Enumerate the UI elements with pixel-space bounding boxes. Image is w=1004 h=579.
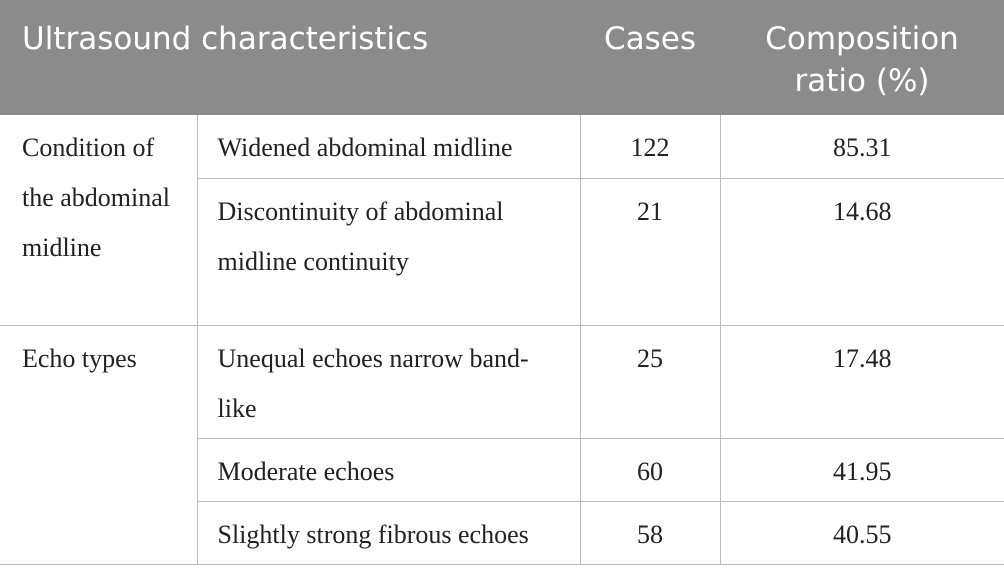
cases-cell: 60 — [579, 438, 721, 502]
header-cell: Composition ratio (%) — [720, 0, 1004, 115]
ratio-cell: 17.48 — [719, 325, 1004, 439]
table-row: Discontinuity of abdominal midline conti… — [0, 178, 1004, 326]
table-row: Slightly strong fibrous echoes 58 40.55 — [0, 501, 1004, 565]
item-cell: Widened abdominal midline — [196, 115, 581, 179]
table-body: Condition of the abdominal midline Widene… — [0, 115, 1004, 565]
item-cell: Discontinuity of abdominal midline conti… — [196, 178, 581, 326]
ratio-cell: 14.68 — [719, 178, 1004, 326]
header-cell: Ultrasound characteristics — [0, 0, 581, 115]
item-cell: Slightly strong fibrous echoes — [196, 501, 581, 565]
cases-cell: 21 — [579, 178, 721, 326]
cases-cell: 58 — [579, 501, 721, 565]
item-cell: Unequal echoes narrow band-like — [196, 325, 581, 439]
table-row: Condition of the abdominal midline Widene… — [0, 115, 1004, 326]
group-label: Echo types — [0, 325, 197, 565]
header-row: Ultrasound characteristics Cases Composi… — [0, 0, 1004, 115]
cases-cell: 25 — [579, 325, 721, 439]
data-table: Ultrasound characteristics Cases Composi… — [0, 0, 1004, 565]
table-row: Echo types Unequal echoes narrow band-lik… — [0, 325, 1004, 565]
item-cell: Moderate echoes — [196, 438, 581, 502]
ratio-cell: 41.95 — [719, 438, 1004, 502]
ratio-cell: 85.31 — [719, 115, 1004, 179]
table-row: Moderate echoes 60 41.95 — [0, 438, 1004, 502]
group-label: Condition of the abdominal midline — [0, 115, 197, 326]
header-cell: Cases — [580, 0, 721, 115]
cases-cell: 122 — [579, 115, 721, 179]
ratio-cell: 40.55 — [719, 501, 1004, 565]
